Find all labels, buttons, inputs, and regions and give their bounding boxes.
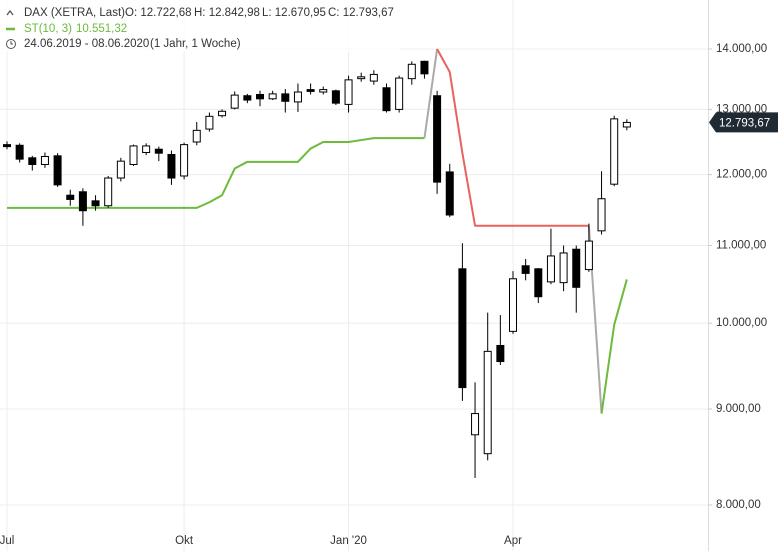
period-note: (1 Jahr, 1 Woche) [150,38,241,50]
y-tick-label: 10.000,00 [716,317,767,329]
indicator-line [7,137,425,209]
candle-body [572,248,581,288]
candle-body [256,93,264,100]
candle-body [407,63,416,80]
candle-body [53,155,62,186]
y-tick-label: 12.000,00 [716,169,767,181]
y-tick-label: 9.000,00 [716,403,761,415]
candle-body [142,145,151,154]
indicator-name: ST(10, 3) [24,23,72,35]
instrument-label: DAX (XETRA, Last) [24,7,125,19]
candle-body [116,160,125,179]
collapse-icon[interactable] [6,9,14,16]
candle-body [445,171,454,216]
x-tick-label: Jul [0,535,14,547]
legend-background [0,0,400,52]
candle-body [129,145,138,165]
candle-body [534,268,543,298]
y-tick-label: 11.000,00 [716,240,766,252]
candle-body [610,118,619,185]
candle-body [180,144,189,177]
x-tick-label: Okt [175,535,194,547]
candle-body [331,90,340,104]
candle-body [91,200,100,207]
last-price-marker [709,112,778,133]
y-tick-label: 13.000,00 [716,103,767,115]
indicator-line [600,279,628,414]
indicator-value: 10.551,32 [76,23,127,35]
period-label: 24.06.2019 - 08.06.2020 [24,38,149,50]
candle-body [344,79,353,105]
candle-body [420,60,429,75]
candle-body [154,148,163,154]
candle-body [243,95,252,101]
candle-body [306,89,315,92]
candle-body [78,191,87,212]
candle-body [483,350,492,455]
last-price-label: 12.793,67 [719,117,770,129]
legend: DAX (XETRA, Last) O: 12.722,68 H: 12.842… [0,0,400,52]
candle-body [104,177,113,207]
candle-body [28,157,37,165]
candle-body [40,155,49,165]
low-label: L: 12.670,95 [262,7,326,19]
clock-icon [6,39,16,49]
candle-body [509,278,517,332]
candle-body [66,194,75,200]
candle-body [496,344,505,363]
x-tick-label: Apr [504,535,522,547]
candle-body [584,240,593,271]
candle-body [230,94,239,109]
candle-body [268,93,277,100]
candle-body [281,93,290,102]
candle-body [369,73,378,82]
candle-body [382,87,391,112]
y-tick-label: 14.000,00 [716,43,767,55]
candle-body [546,255,555,283]
candle-body [205,115,214,130]
candle-body [3,144,11,148]
candle-body [559,252,568,284]
candle-body [395,77,404,110]
candle-body [521,265,530,274]
candle-body [218,110,227,117]
high-label: H: 12.842,98 [194,7,260,19]
candle-body [293,91,302,103]
x-tick-label: Jan '20 [330,535,367,547]
candle-body [471,413,480,436]
candle-body [458,268,467,389]
candle-body [15,144,24,160]
indicator-switch [423,48,439,139]
close-label: C: 12.793,67 [328,7,394,19]
candle-body [597,198,606,232]
candle-body [319,89,328,93]
indicator-line [436,48,589,227]
candle-body [433,95,442,183]
clock-hands [10,41,13,45]
candle-body [192,129,201,143]
y-tick-label: 8.000,00 [716,499,761,511]
open-label: O: 12.722,68 [125,7,192,19]
candle-body [622,121,631,128]
candle-body [167,153,176,179]
candle-body [357,76,366,80]
